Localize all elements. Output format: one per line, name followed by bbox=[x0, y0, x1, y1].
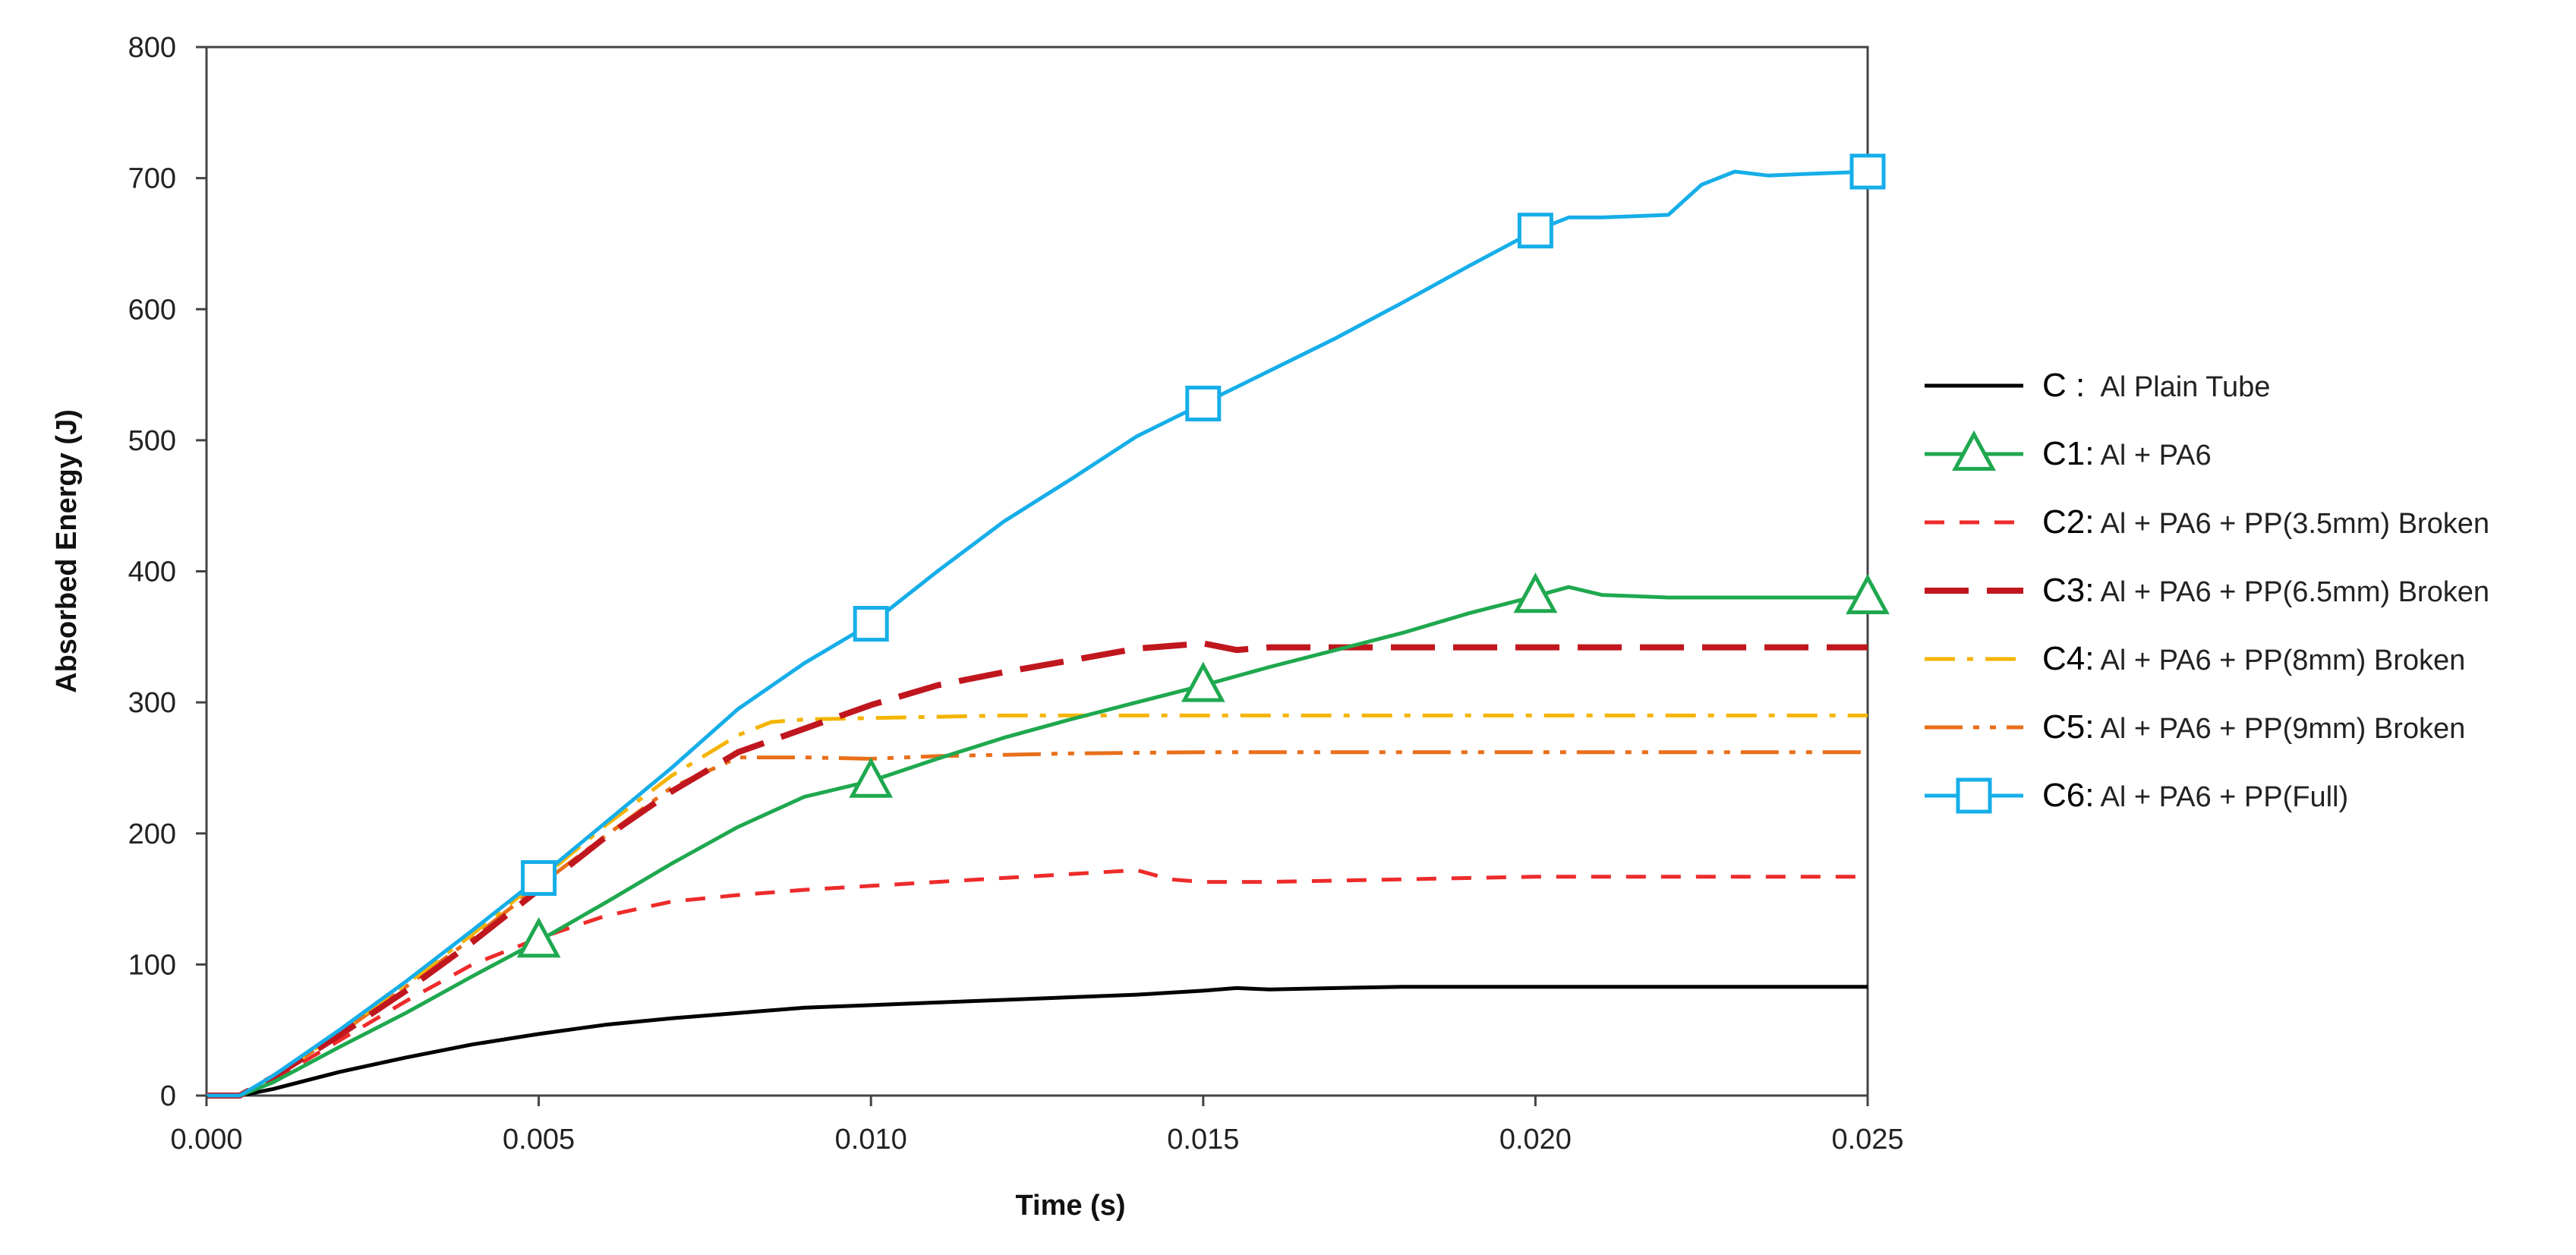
series-marker-c1 bbox=[1513, 572, 1558, 613]
y-axis-ticks: 0 100 200 300 400 500 600 700 800 bbox=[128, 32, 207, 1112]
legend-label-c6: C6: Al + PA6 + PP(Full) bbox=[2042, 777, 2348, 814]
series-marker-c6 bbox=[853, 606, 889, 642]
legend-separator: : bbox=[2085, 708, 2094, 746]
y-tick-label: 100 bbox=[128, 949, 176, 981]
series-line-c3 bbox=[207, 640, 1868, 1099]
legend-code: C1 bbox=[2042, 435, 2085, 472]
y-tick-label: 800 bbox=[128, 32, 176, 64]
legend-separator: : bbox=[2085, 503, 2094, 541]
legend-label-c: C : Al Plain Tube bbox=[2042, 367, 2270, 404]
x-tick-label: 0.000 bbox=[170, 1124, 242, 1156]
series-line-c6 bbox=[207, 169, 1868, 1098]
series-marker-c6 bbox=[1185, 386, 1222, 422]
legend-label-c2: C2: Al + PA6 + PP(3.5mm) Broken bbox=[2042, 503, 2489, 541]
y-tick-label: 400 bbox=[128, 557, 176, 588]
y-tick-label: 500 bbox=[128, 425, 176, 457]
x-axis-ticks: 0.000 0.005 0.010 0.015 0.020 0.025 bbox=[170, 1096, 1904, 1156]
series-line-c2 bbox=[207, 868, 1868, 1098]
legend-separator: : bbox=[2085, 572, 2094, 609]
legend-marker-c1 bbox=[1952, 430, 1996, 471]
legend-description: Al + PA6 + PP(6.5mm) Broken bbox=[2100, 576, 2489, 608]
x-tick-label: 0.025 bbox=[1831, 1124, 1903, 1156]
legend-description: Al + PA6 + PP(8mm) Broken bbox=[2100, 645, 2465, 676]
legend-code: C4 bbox=[2042, 640, 2085, 677]
legend-description: Al + PA6 bbox=[2100, 440, 2211, 471]
series-marker-c1 bbox=[1181, 661, 1225, 702]
legend-separator: : bbox=[2085, 435, 2094, 472]
x-tick-label: 0.010 bbox=[835, 1124, 907, 1156]
legend-marker-c6 bbox=[1956, 777, 1992, 814]
series-marker-c6 bbox=[1517, 213, 1553, 249]
series-marker-c6 bbox=[521, 859, 557, 896]
legend-description: Al Plain Tube bbox=[2100, 371, 2270, 403]
series-marker-c6 bbox=[1849, 153, 1886, 190]
legend-separator: : bbox=[2085, 640, 2094, 677]
legend-label-c5: C5: Al + PA6 + PP(9mm) Broken bbox=[2042, 708, 2465, 746]
legend-description: Al + PA6 + PP(Full) bbox=[2100, 781, 2348, 813]
series-line-c bbox=[207, 985, 1868, 1098]
legend-separator: : bbox=[2085, 777, 2094, 814]
x-axis-title: Time (s) bbox=[1015, 1190, 1125, 1222]
x-tick-label: 0.005 bbox=[503, 1124, 575, 1156]
y-tick-label: 0 bbox=[160, 1080, 176, 1112]
series-markers bbox=[516, 153, 1890, 958]
legend-code: C5 bbox=[2042, 708, 2085, 746]
y-tick-label: 600 bbox=[128, 294, 176, 326]
legend-label-c4: C4: Al + PA6 + PP(8mm) Broken bbox=[2042, 640, 2465, 677]
y-tick-label: 700 bbox=[128, 163, 176, 195]
legend-label-c1: C1: Al + PA6 bbox=[2042, 435, 2212, 472]
legend-code: C2 bbox=[2042, 503, 2085, 541]
legend-code: C3 bbox=[2042, 572, 2085, 609]
y-tick-label: 200 bbox=[128, 818, 176, 850]
x-tick-label: 0.015 bbox=[1167, 1124, 1239, 1156]
y-tick-label: 300 bbox=[128, 687, 176, 719]
legend-description: Al + PA6 + PP(9mm) Broken bbox=[2100, 713, 2465, 745]
legend-separator: : bbox=[2067, 367, 2095, 404]
legend-description: Al + PA6 + PP(3.5mm) Broken bbox=[2100, 508, 2489, 540]
legend-code: C6 bbox=[2042, 777, 2085, 814]
legend-code: C bbox=[2042, 367, 2067, 404]
y-axis-title: Absorbed Energy (J) bbox=[51, 409, 83, 693]
series-marker-c1 bbox=[516, 917, 561, 958]
series-marker-c1 bbox=[849, 757, 894, 798]
series-marker-c1 bbox=[1846, 573, 1890, 615]
x-tick-label: 0.020 bbox=[1499, 1124, 1572, 1156]
legend-label-c3: C3: Al + PA6 + PP(6.5mm) Broken bbox=[2042, 572, 2489, 609]
